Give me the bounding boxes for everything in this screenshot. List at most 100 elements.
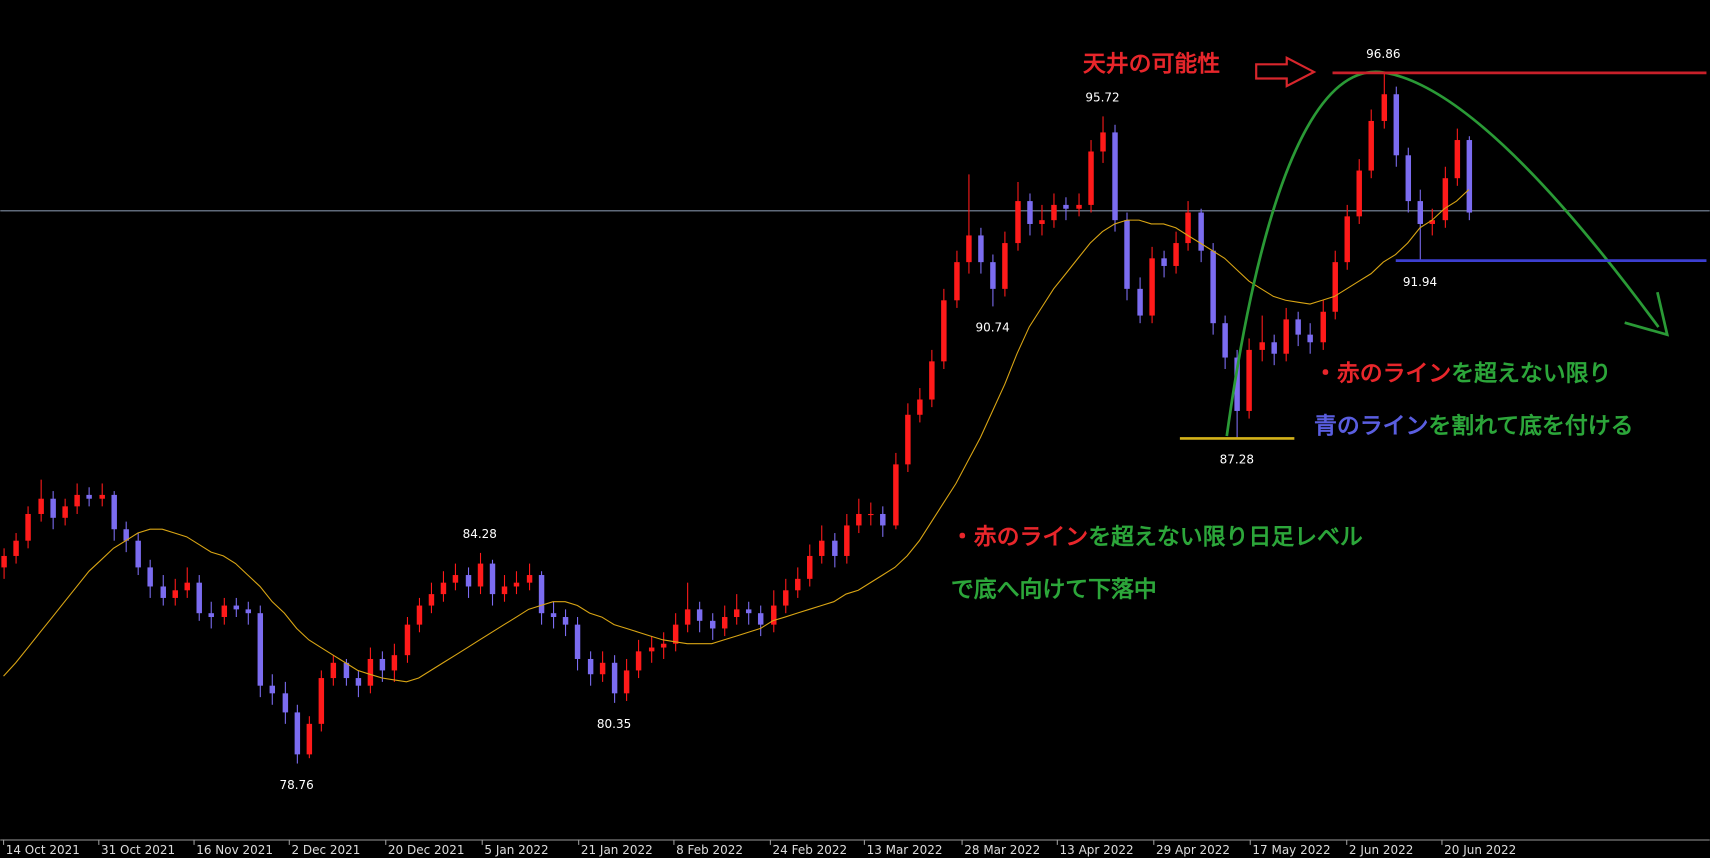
candle-body [1051,204,1057,221]
candle-body [1393,94,1400,156]
candle-body [745,609,752,614]
candle-body [74,494,80,507]
candle-body [538,575,545,614]
candle-body [1368,120,1374,171]
candle-body [844,525,850,556]
candle-body [1259,342,1265,350]
candle-body [1088,151,1094,205]
candle-body [880,513,886,526]
candle-body [343,662,350,679]
trend-arrow-head [1624,291,1670,337]
annotation: で底へ向けて下落中 [951,575,1157,602]
extreme-label: 96.86 [1366,47,1400,61]
x-tick-label: 16 Nov 2021 [196,843,273,857]
candle-body [868,513,874,516]
candle-body [1002,243,1008,289]
candle-body [771,605,777,625]
candle-body [783,590,789,606]
candle-body [599,662,606,675]
candle-body [208,613,214,618]
candle-body [416,605,423,625]
x-tick-label: 17 May 2022 [1252,843,1330,857]
annotation-part: を割れて底を付ける [1428,412,1633,439]
candles [1,72,1473,764]
candle-body [832,540,838,556]
candle-body [513,582,520,587]
candle-body [623,670,630,694]
x-tick-label: 20 Jun 2022 [1444,843,1516,857]
candle-body [710,620,716,629]
candle-body [404,624,411,656]
annotation-part: ・赤のライン [1314,360,1451,386]
x-tick-label: 20 Dec 2021 [388,843,465,857]
candle-body [147,567,153,587]
pointer-arrow [1255,55,1317,88]
candle-body [1429,220,1435,224]
annotation-part: を超えない限り [1451,360,1611,386]
moving-average [3,189,1470,683]
candle-body [562,617,569,625]
annotations: 96.86 95.72 91.94 90.74 87.28 84.28 80.35 78.76… [279,47,1707,792]
x-tick-label: 13 Apr 2022 [1060,843,1134,857]
candle-body [1198,212,1204,251]
candle-body [978,235,984,263]
candle-body [1137,288,1143,316]
candle-body [1271,342,1277,354]
candle-body [1466,140,1473,213]
price-layer: 14 Oct 2021 31 Oct 2021 16 Nov 2021 2 Dec 2… [0,210,1710,857]
annotation-part: で底へ向けて下落中 [951,575,1157,602]
x-tick-label: 2 Jun 2022 [1349,843,1413,857]
candle-body [1295,319,1301,335]
candle-body [1246,349,1252,411]
candle-body [941,300,947,362]
candle-body [282,693,289,713]
candle-body [721,617,728,629]
candle-body [111,494,117,530]
candle-body [428,594,435,606]
candle-body [807,555,813,579]
candle-body [1307,334,1313,343]
x-tick-label: 13 Mar 2022 [867,843,943,857]
candle-body [819,540,825,556]
candle-body [929,361,935,400]
candle-body [954,262,960,301]
candle-body [38,498,44,514]
candle-body [391,655,398,671]
candle-body [172,590,178,598]
candle-body [917,399,923,415]
x-tick-label: 28 Mar 2022 [964,843,1040,857]
candle-body [757,613,764,625]
candle-body [1234,357,1240,411]
candle-body [990,262,996,289]
extreme-label: 91.94 [1403,275,1437,289]
candle-body [257,613,264,686]
extreme-label: 78.76 [279,778,313,792]
candle-body [1112,132,1118,221]
candle-body [306,723,313,755]
candle-body [1149,258,1155,316]
candle-body [587,658,594,675]
candle-body [135,540,141,568]
candle-body [635,651,642,671]
x-tick-label: 14 Oct 2021 [6,843,80,857]
candle-body [1063,204,1069,209]
candle-body [966,235,972,263]
candle-body [648,647,655,652]
candle-body [355,678,362,686]
candle-body [269,685,276,694]
candle-body [294,712,301,755]
candle-body [1222,323,1228,358]
x-tick-label: 31 Oct 2021 [101,843,175,857]
annotation: 青のラインを割れて底を付ける [1314,412,1634,439]
extreme-label: 80.35 [597,717,631,731]
candle-body [1283,319,1289,354]
candle-body [1405,155,1412,202]
candle-body [318,678,325,724]
x-tick-label: 8 Feb 2022 [676,843,743,857]
annotation: 天井の可能性 [1083,50,1220,77]
x-tick-label: 29 Apr 2022 [1156,843,1230,857]
candle-body [1332,262,1338,312]
annotation: ・赤のラインを超えない限り日足レベル [951,524,1363,550]
